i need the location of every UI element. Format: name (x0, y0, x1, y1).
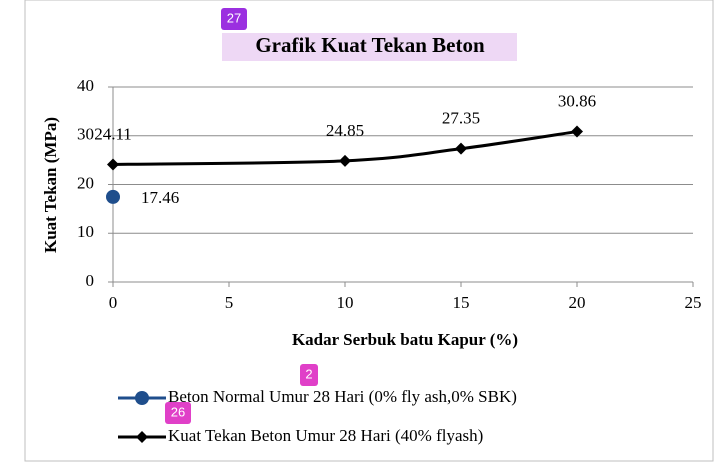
data-label: 17.46 (141, 188, 179, 207)
x-tick-label: 20 (569, 293, 586, 312)
badge (221, 8, 247, 30)
point (106, 189, 120, 204)
title-highlight (222, 33, 517, 61)
badge (300, 364, 318, 386)
y-axis-label: Kuat Tekan (MPa) (41, 117, 60, 253)
data-label: 27.35 (442, 109, 480, 128)
point (455, 142, 467, 155)
x-tick-label: 0 (109, 293, 118, 312)
data-label: 30.86 (558, 91, 596, 110)
y-tick-label: 0 (86, 271, 95, 290)
badge-label: 26 (171, 404, 185, 419)
point (339, 154, 351, 167)
badge (165, 402, 191, 424)
series-line (112, 130, 578, 166)
y-tick-label: 30 (77, 125, 94, 144)
chart-frame (24, 0, 714, 462)
point (571, 125, 583, 138)
point (135, 391, 149, 405)
badge-label: 27 (227, 10, 241, 25)
x-tick-label: 25 (685, 293, 702, 312)
data-label: 24.11 (94, 124, 132, 143)
data-label: 24.85 (326, 121, 364, 140)
chart-title: Grafik Kuat Tekan Beton (255, 33, 485, 57)
point (107, 158, 119, 171)
x-axis-label: Kadar Serbuk batu Kapur (%) (292, 330, 518, 349)
x-tick-label: 5 (225, 293, 234, 312)
y-tick-label: 40 (77, 76, 94, 95)
x-tick-label: 10 (337, 293, 354, 312)
badge-label: 2 (305, 366, 312, 381)
legend-label: Kuat Tekan Beton Umur 28 Hari (40% flyas… (168, 426, 483, 445)
point (136, 431, 148, 443)
x-tick-label: 15 (453, 293, 470, 312)
legend-label: Beton Normal Umur 28 Hari (0% fly ash,0%… (168, 387, 517, 406)
y-tick-label: 10 (77, 222, 94, 241)
y-tick-label: 20 (77, 173, 94, 192)
